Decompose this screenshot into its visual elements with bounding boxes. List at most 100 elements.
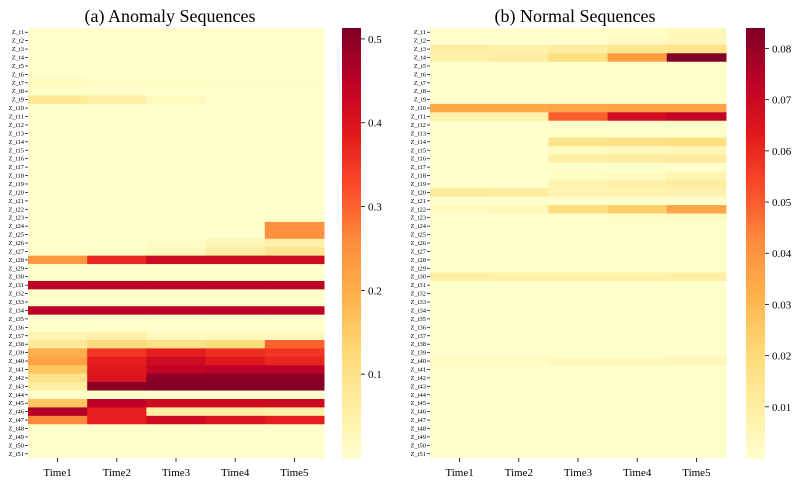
heatmap-cell [28, 407, 88, 417]
colorbar-segment [342, 103, 361, 108]
heatmap-cell [205, 390, 266, 400]
colorbar-segment [342, 332, 361, 337]
heatmap-cell [548, 36, 609, 46]
heatmap-cell [607, 103, 668, 113]
heatmap-cell [205, 306, 266, 316]
row-label: Z_t10 [8, 105, 24, 112]
heatmap-cell [430, 280, 490, 290]
heatmap-cell [607, 230, 668, 240]
heatmap-cell [205, 356, 266, 366]
colorbar: 0.1 0.2 0.3 0.4 0.5 [342, 28, 382, 459]
heatmap-cell [489, 95, 549, 105]
heatmap-cell [146, 356, 207, 366]
colorbar-segment [746, 404, 765, 409]
heatmap-cell [28, 306, 88, 316]
colorbar-segment [342, 382, 361, 387]
column-label: Time2 [505, 467, 533, 479]
colorbar-segment [342, 311, 361, 316]
row-label: Z_t38 [8, 341, 24, 348]
heatmap-cell [548, 44, 609, 54]
heatmap-cell [205, 323, 266, 333]
heatmap-cell [548, 154, 609, 164]
colorbar-segment [342, 157, 361, 162]
heatmap-cell [489, 230, 549, 240]
row-label: Z_t2 [414, 38, 426, 45]
row-label: Z_t1 [414, 29, 426, 36]
heatmap-cell [430, 247, 490, 257]
heatmap-cell [146, 331, 207, 341]
heatmap-cell [87, 146, 147, 155]
heatmap-cell [489, 154, 549, 164]
column-label: Time3 [162, 467, 191, 479]
heatmap-cell [607, 179, 668, 189]
heatmap-cell [430, 398, 490, 408]
heatmap-cell [87, 306, 147, 316]
column-label: Time1 [445, 467, 473, 479]
row-label: Z_t31 [8, 282, 24, 289]
heatmap-cell [87, 179, 147, 189]
colorbar-segment [746, 135, 765, 140]
heatmap-cell [548, 314, 609, 324]
row-label: Z_t25 [8, 232, 24, 239]
heatmap-cell [87, 449, 147, 459]
colorbar-segment [342, 454, 361, 459]
heatmap-cell [489, 44, 549, 54]
heatmap-cell [607, 398, 668, 408]
colorbar-segment [342, 196, 361, 201]
colorbar-segment [746, 221, 765, 226]
heatmap-cell [28, 280, 88, 290]
heatmap-cell [548, 53, 609, 63]
heatmap-cell [28, 171, 88, 181]
heatmap-cell [430, 432, 490, 442]
heatmap-cell [146, 348, 207, 358]
colorbar-segment [746, 346, 765, 352]
heatmap-cell [430, 221, 490, 231]
heatmap-cell [607, 289, 668, 299]
heatmap-cell [430, 348, 490, 358]
heatmap-cell [666, 205, 727, 214]
heatmap-cell [666, 154, 727, 164]
colorbar-segment [746, 293, 765, 298]
colorbar-segment [746, 92, 765, 97]
heatmap-cell [430, 331, 490, 341]
row-label: Z_t27 [410, 248, 426, 255]
row-label: Z_t8 [12, 88, 24, 95]
colorbar-segment [342, 389, 361, 395]
heatmap-cell [205, 179, 266, 189]
heatmap-cells [430, 28, 727, 459]
heatmap-cell [146, 407, 207, 417]
colorbar-segment [342, 71, 361, 76]
heatmap-cell [430, 230, 490, 240]
heatmap-cell [146, 297, 207, 307]
heatmap-cell [548, 28, 609, 37]
heatmap-cell [28, 390, 88, 400]
heatmap-cell [548, 365, 609, 375]
heatmap-cell [607, 221, 668, 231]
colorbar-segment [342, 192, 361, 198]
heatmap-cell [548, 162, 609, 172]
colorbar-segment [342, 436, 361, 441]
row-label: Z_t43 [410, 383, 426, 390]
heatmap-cell [607, 61, 668, 71]
colorbar-segment [342, 99, 361, 104]
row-label: Z_t28 [410, 257, 426, 264]
heatmap-cell [666, 196, 727, 206]
heatmap-cell [666, 230, 727, 240]
row-label: Z_t33 [410, 299, 426, 306]
colorbar-segment [342, 164, 361, 169]
colorbar-segment [342, 110, 361, 115]
heatmap-cell [430, 36, 490, 46]
colorbar-segment [746, 250, 765, 255]
colorbar-segment [746, 314, 765, 319]
heatmap-cell [607, 331, 668, 341]
row-label: Z_t12 [8, 122, 24, 129]
heatmap-cell [489, 103, 549, 113]
row-label: Z_t22 [410, 206, 426, 213]
colorbar-segment [342, 397, 361, 402]
heatmap-cell [205, 331, 266, 341]
heatmap-cell [548, 171, 609, 181]
row-label: Z_t50 [410, 442, 426, 449]
colorbar-segment [342, 149, 361, 155]
row-label: Z_t4 [414, 55, 427, 62]
heatmap-cell [146, 221, 207, 231]
